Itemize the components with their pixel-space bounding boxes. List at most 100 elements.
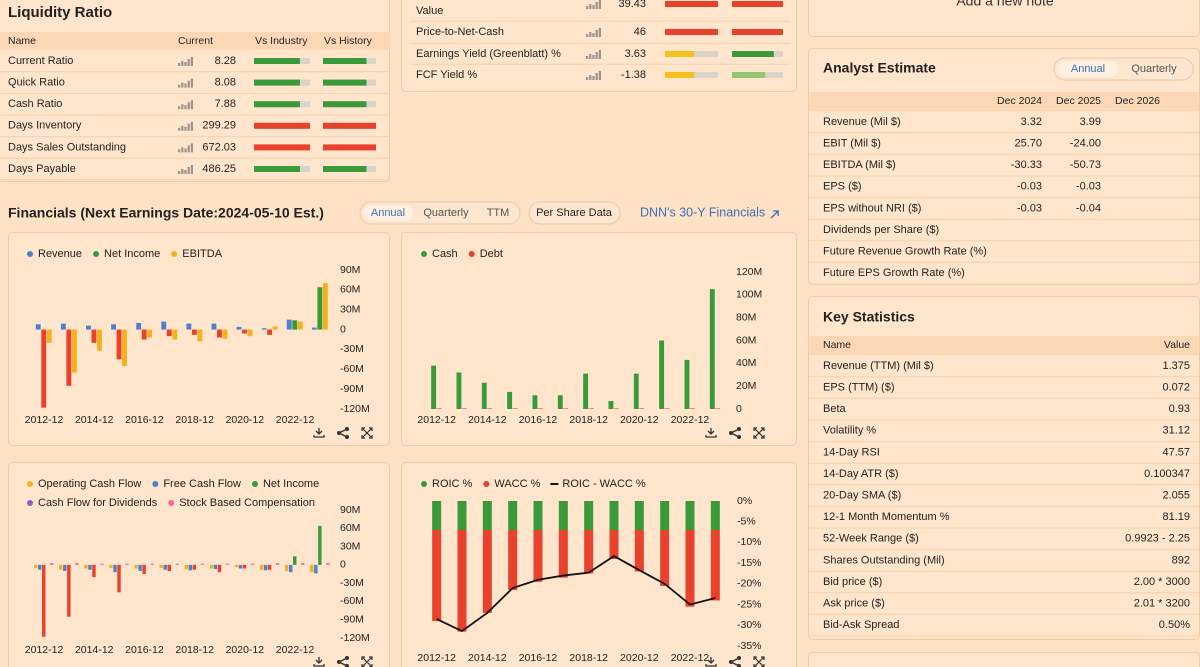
bar: [293, 556, 297, 565]
row-value: -24.00: [1070, 138, 1101, 150]
button[interactable]: Per Share Data: [536, 207, 613, 219]
column-header: Vs Industry: [255, 35, 308, 47]
bar-segment: [533, 501, 543, 530]
y-tick-label: -25%: [737, 598, 762, 610]
download-icon[interactable]: [313, 657, 325, 667]
x-tick-label: 2022-12: [671, 652, 710, 664]
tab[interactable]: Quarterly: [423, 207, 469, 219]
bar: [138, 564, 142, 571]
tab[interactable]: Quarterly: [1131, 63, 1177, 75]
row-name: Days Sales Outstanding: [8, 141, 126, 153]
bar: [639, 408, 645, 409]
download-icon[interactable]: [313, 428, 325, 438]
bar: [311, 327, 317, 330]
tab[interactable]: Annual: [371, 207, 405, 219]
expand-icon[interactable]: [753, 427, 765, 439]
rank-bar: [732, 72, 766, 78]
row-value: 47.57: [1162, 446, 1190, 458]
rank-bar: [732, 1, 783, 7]
row-value: -0.03: [1017, 181, 1042, 193]
tab[interactable]: Annual: [1071, 63, 1105, 75]
bar: [125, 563, 129, 565]
row-name: Current Ratio: [8, 55, 73, 67]
bar: [684, 359, 690, 409]
y-tick-label: 0: [340, 323, 346, 335]
bar: [242, 564, 247, 569]
bar: [222, 329, 228, 339]
bar: [462, 408, 467, 409]
legend-label: Net Income: [263, 478, 319, 490]
row-value: 39.43: [618, 0, 646, 10]
sparkline-icon: [589, 4, 592, 9]
download-icon[interactable]: [705, 428, 717, 438]
tab[interactable]: TTM: [487, 207, 510, 219]
legend-icon: [27, 251, 33, 257]
row-value: 0.9923 - 2.25: [1125, 533, 1190, 545]
bar-segment: [660, 501, 670, 530]
sparkline-icon: [178, 127, 181, 131]
x-tick-label: 2020-12: [620, 652, 659, 664]
bar: [532, 395, 538, 409]
bar: [186, 323, 192, 330]
y-tick-label: -15%: [737, 557, 762, 569]
bar: [192, 564, 197, 570]
bar-segment: [609, 530, 619, 559]
add-note[interactable]: Add a new note: [956, 0, 1054, 9]
bar-segment: [432, 501, 442, 530]
share-icon: [737, 656, 741, 660]
row-name: Dividends per Share ($): [823, 224, 939, 236]
row-value: 81.19: [1162, 511, 1190, 523]
y-tick-label: 60M: [340, 284, 360, 296]
row-name: Bid price ($): [823, 576, 882, 588]
bar: [63, 564, 67, 571]
y-tick-label: 80M: [736, 311, 756, 323]
sparkline-icon: [187, 102, 190, 110]
sparkline-icon: [586, 34, 589, 37]
sparkline-icon: [598, 0, 601, 9]
bar: [563, 408, 569, 409]
row-value: -0.03: [1076, 181, 1101, 193]
bar: [175, 563, 179, 565]
legend-icon: [168, 500, 175, 506]
rank-bar: [323, 166, 367, 172]
bar-segment: [558, 530, 568, 578]
sparkline-icon: [181, 104, 184, 110]
row-name: Price-to-Net-Cash: [416, 26, 504, 38]
bar: [200, 563, 205, 565]
expand-icon[interactable]: [361, 427, 373, 439]
row-name: Volatility %: [823, 425, 876, 437]
panel-title: Analyst Estimate: [823, 60, 936, 76]
column-header: Name: [8, 35, 36, 47]
sparkline-icon: [589, 54, 592, 59]
row-value: 3.32: [1021, 116, 1042, 128]
rank-bar: [323, 144, 376, 151]
bar: [285, 564, 289, 571]
bar: [159, 564, 163, 568]
bar: [92, 564, 96, 578]
share-icon: [737, 427, 741, 431]
row-name: 14-Day ATR ($): [823, 468, 899, 480]
link[interactable]: DNN's 30-Y Financials: [640, 205, 765, 219]
expand-icon[interactable]: [361, 656, 373, 667]
row-value: 486.25: [202, 163, 236, 175]
sparkline-icon: [592, 76, 595, 80]
bar: [34, 564, 38, 568]
bar-segment: [508, 530, 518, 591]
bar: [50, 563, 54, 565]
bar: [60, 323, 66, 330]
row-value: 2.00 * 3000: [1134, 576, 1190, 588]
sparkline-icon: [184, 62, 187, 66]
x-tick-label: 2020-12: [226, 644, 265, 656]
row-value: 0.100347: [1144, 468, 1190, 480]
tab-active-bg: [1058, 61, 1118, 77]
sparkline-icon: [586, 56, 589, 59]
expand-icon[interactable]: [753, 656, 765, 667]
column-header: Value: [1164, 339, 1190, 351]
bar: [690, 408, 695, 409]
sparkline-icon: [184, 148, 187, 153]
download-icon[interactable]: [705, 657, 717, 667]
row-value: 1.375: [1162, 360, 1190, 372]
bar-segment: [685, 501, 695, 530]
sparkline-icon: [184, 170, 187, 174]
sparkline-icon: [598, 71, 601, 80]
